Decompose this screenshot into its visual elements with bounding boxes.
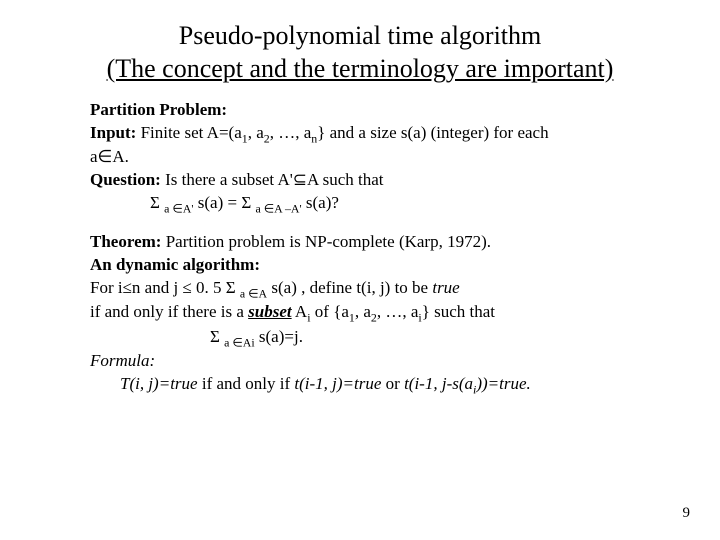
partition-label: Partition Problem: [90, 100, 227, 119]
input-text-d: } and a size s(a) (integer) for each [317, 123, 548, 142]
formula-b: if and only if [202, 374, 295, 393]
title-line2: (The concept and the terminology are imp… [107, 54, 614, 83]
sum2-sub: a ∈Ai [224, 335, 255, 349]
sum2-line: Σ a ∈Ai s(a)=j. [90, 326, 660, 350]
sum2-a: Σ [210, 327, 224, 346]
title-line1: Pseudo-polynomial time algorithm [179, 21, 542, 50]
dyn-label: An dynamic algorithm: [90, 255, 260, 274]
question-label: Question: [90, 170, 161, 189]
formula-a: T(i, j)=true [120, 374, 202, 393]
forline-true: true [432, 278, 459, 297]
formula-label: Formula: [90, 351, 155, 370]
input-label: Input: [90, 123, 136, 142]
partition-heading: Partition Problem: [90, 99, 660, 122]
sum-sub2: a ∈A –A' [255, 202, 301, 216]
sum-b: s(a) = Σ [194, 193, 256, 212]
slide-body: Partition Problem: Input: Finite set A=(… [60, 99, 660, 397]
sum-c: s(a)? [302, 193, 339, 212]
forline-b: s(a) , define t(i, j) to be [267, 278, 432, 297]
subset-word: subset [248, 302, 291, 321]
iff-c: of {a [311, 302, 349, 321]
theorem-text: Partition problem is NP-complete (Karp, … [166, 232, 491, 251]
iff-f: } such that [422, 302, 495, 321]
formula-line: T(i, j)=true if and only if t(i-1, j)=tr… [90, 373, 660, 397]
formula-c: t(i-1, j)=true [294, 374, 385, 393]
iff-line: if and only if there is a subset Ai of {… [90, 301, 660, 325]
input-line: Input: Finite set A=(a1, a2, …, an} and … [90, 122, 660, 146]
sum-sub1: a ∈A' [164, 202, 193, 216]
slide-title: Pseudo-polynomial time algorithm (The co… [60, 20, 660, 85]
iff-e: , …, a [377, 302, 419, 321]
page-number: 9 [683, 505, 691, 522]
iff-a: if and only if there is a [90, 302, 248, 321]
dyn-heading: An dynamic algorithm: [90, 254, 660, 277]
sum-equation: Σ a ∈A' s(a) = Σ a ∈A –A' s(a)? [90, 192, 660, 216]
for-line: For i≤n and j ≤ 0. 5 Σ a ∈A s(a) , defin… [90, 277, 660, 301]
input-text-c: , …, a [270, 123, 312, 142]
sum2-b: s(a)=j. [255, 327, 303, 346]
formula-or: or [386, 374, 404, 393]
theorem-line: Theorem: Partition problem is NP-complet… [90, 231, 660, 254]
input-text-a: Finite set A=(a [136, 123, 241, 142]
iff-d: , a [355, 302, 371, 321]
sum-a: Σ [150, 193, 164, 212]
formula-e: ))=true. [476, 374, 530, 393]
formula-heading: Formula: [90, 350, 660, 373]
formula-d: t(i-1, j-s(a [404, 374, 473, 393]
forline-sub: a ∈A [240, 286, 267, 300]
forline-a: For i≤n and j ≤ 0. 5 Σ [90, 278, 240, 297]
theorem-label: Theorem: [90, 232, 166, 251]
iff-b: A [292, 302, 308, 321]
input-line2: a∈A. [90, 146, 660, 169]
question-line: Question: Is there a subset A'⊆A such th… [90, 169, 660, 192]
input-text-b: , a [248, 123, 264, 142]
question-text: Is there a subset A'⊆A such that [161, 170, 384, 189]
